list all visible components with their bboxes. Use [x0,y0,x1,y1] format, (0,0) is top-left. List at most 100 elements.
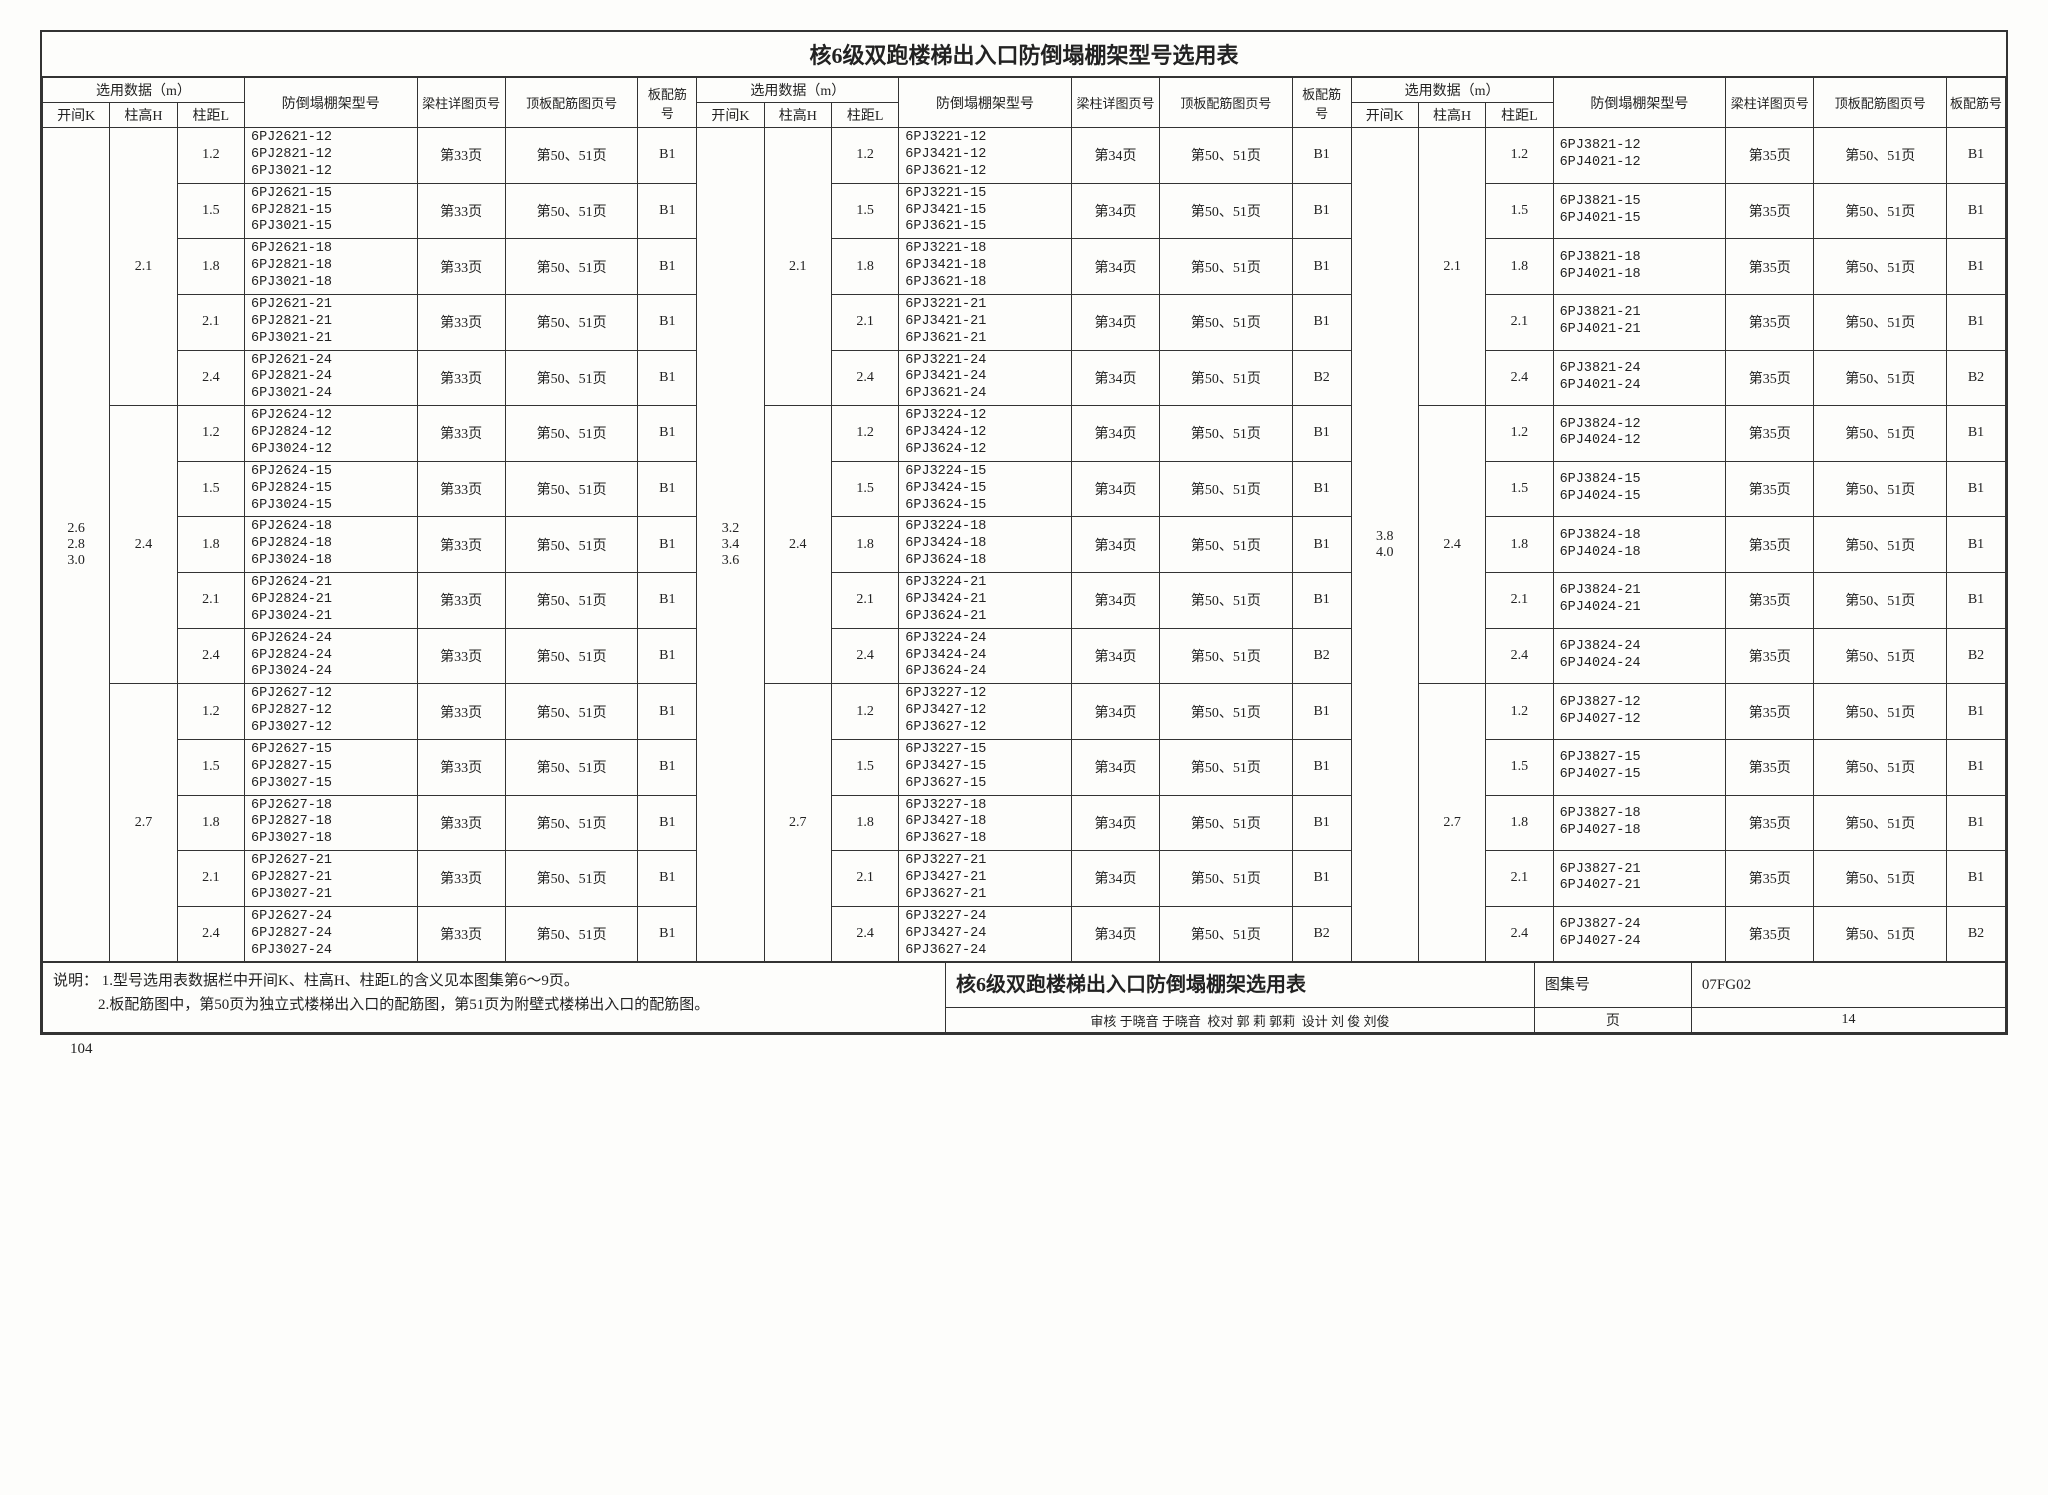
cell-page3: B1 [1292,851,1351,907]
page-value: 14 [1691,1008,2005,1033]
cell-page2: 第50、51页 [1160,795,1293,851]
cell-page2: 第50、51页 [1160,739,1293,795]
cell-page1: 第35页 [1726,906,1814,962]
cell-page3: B2 [1947,350,2006,406]
cell-L: 1.8 [1486,795,1553,851]
review-label: 审核 [1090,1014,1116,1029]
cell-model: 6PJ3221-21 6PJ3421-21 6PJ3621-21 [899,294,1072,350]
cell-page1: 第35页 [1726,294,1814,350]
cell-page1: 第34页 [1071,350,1159,406]
cell-page2: 第50、51页 [1814,573,1947,629]
cell-L: 2.4 [831,906,898,962]
review-name: 于晓音 [1120,1014,1159,1029]
cell-L: 1.8 [831,517,898,573]
cell-L: 1.8 [177,239,244,295]
cell-page2: 第50、51页 [505,684,638,740]
cell-page1: 第34页 [1071,128,1159,184]
cell-page2: 第50、51页 [1814,406,1947,462]
cell-L: 1.2 [1486,128,1553,184]
cell-L: 2.4 [831,628,898,684]
cell-L: 1.2 [831,406,898,462]
cell-page1: 第35页 [1726,684,1814,740]
cell-model: 6PJ2624-12 6PJ2824-12 6PJ3024-12 [244,406,417,462]
cell-page1: 第33页 [417,183,505,239]
cell-page2: 第50、51页 [505,517,638,573]
cell-page3: B1 [1947,406,2006,462]
cell-L: 1.5 [1486,739,1553,795]
cell-page1: 第33页 [417,239,505,295]
cell-L: 2.1 [831,851,898,907]
cell-page2: 第50、51页 [1814,517,1947,573]
cell-page1: 第33页 [417,294,505,350]
check-label: 校对 [1207,1014,1233,1029]
design-signature: 刘俊 [1363,1014,1389,1029]
cell-L: 1.8 [831,239,898,295]
cell-L: 2.1 [831,294,898,350]
cell-page3: B1 [638,795,697,851]
cell-page1: 第34页 [1071,573,1159,629]
cell-page3: B1 [638,517,697,573]
cell-page1: 第33页 [417,517,505,573]
cell-page1: 第35页 [1726,239,1814,295]
cell-L: 2.4 [177,628,244,684]
cell-H: 2.1 [110,128,177,406]
selection-table: 选用数据（m）防倒塌棚架型号梁柱详图页号顶板配筋图页号板配筋号选用数据（m）防倒… [42,77,2006,962]
cell-L: 2.1 [177,294,244,350]
cell-page3: B1 [1947,517,2006,573]
cell-page2: 第50、51页 [1814,128,1947,184]
cell-model: 6PJ3224-21 6PJ3424-21 6PJ3624-21 [899,573,1072,629]
cell-page3: B1 [1947,128,2006,184]
cell-page1: 第35页 [1726,128,1814,184]
cell-model: 6PJ3821-24 6PJ4021-24 [1553,350,1726,406]
cell-page1: 第35页 [1726,628,1814,684]
cell-page3: B1 [638,183,697,239]
cell-page1: 第33页 [417,573,505,629]
cell-page3: B1 [638,128,697,184]
cell-page2: 第50、51页 [505,628,638,684]
cell-page1: 第33页 [417,350,505,406]
cell-model: 6PJ3827-18 6PJ4027-18 [1553,795,1726,851]
cell-L: 2.4 [1486,628,1553,684]
cell-model: 6PJ2627-18 6PJ2827-18 6PJ3027-18 [244,795,417,851]
cell-page2: 第50、51页 [505,294,638,350]
cell-page3: B1 [1947,461,2006,517]
cell-page2: 第50、51页 [505,795,638,851]
cell-page3: B2 [1292,906,1351,962]
cell-L: 1.5 [177,739,244,795]
cell-L: 1.8 [831,795,898,851]
cell-page2: 第50、51页 [1814,294,1947,350]
cell-page2: 第50、51页 [1814,628,1947,684]
cell-page3: B1 [638,350,697,406]
cell-model: 6PJ3221-15 6PJ3421-15 6PJ3621-15 [899,183,1072,239]
cell-page3: B1 [1947,183,2006,239]
cell-L: 1.2 [831,128,898,184]
cell-model: 6PJ3821-12 6PJ4021-12 [1553,128,1726,184]
cell-page2: 第50、51页 [1814,350,1947,406]
cell-page1: 第35页 [1726,350,1814,406]
cell-model: 6PJ3224-12 6PJ3424-12 6PJ3624-12 [899,406,1072,462]
cell-model: 6PJ2627-21 6PJ2827-21 6PJ3027-21 [244,851,417,907]
cell-L: 2.4 [831,350,898,406]
cell-model: 6PJ3827-12 6PJ4027-12 [1553,684,1726,740]
cell-model: 6PJ3827-15 6PJ4027-15 [1553,739,1726,795]
cell-model: 6PJ3224-24 6PJ3424-24 6PJ3624-24 [899,628,1072,684]
cell-page2: 第50、51页 [1814,461,1947,517]
cell-page3: B1 [1292,795,1351,851]
cell-page1: 第33页 [417,406,505,462]
review-signature: 于晓音 [1162,1014,1201,1029]
cell-L: 2.1 [1486,573,1553,629]
cell-page1: 第34页 [1071,906,1159,962]
cell-L: 1.2 [831,684,898,740]
atlas-number: 07FG02 [1691,963,2005,1008]
cell-page3: B1 [1292,517,1351,573]
cell-page2: 第50、51页 [1160,406,1293,462]
cell-L: 2.1 [177,573,244,629]
cell-page1: 第33页 [417,684,505,740]
cell-page1: 第33页 [417,906,505,962]
cell-model: 6PJ2624-15 6PJ2824-15 6PJ3024-15 [244,461,417,517]
cell-page1: 第33页 [417,739,505,795]
cell-page3: B1 [638,406,697,462]
cell-page1: 第34页 [1071,461,1159,517]
cell-model: 6PJ2624-24 6PJ2824-24 6PJ3024-24 [244,628,417,684]
cell-page1: 第34页 [1071,239,1159,295]
